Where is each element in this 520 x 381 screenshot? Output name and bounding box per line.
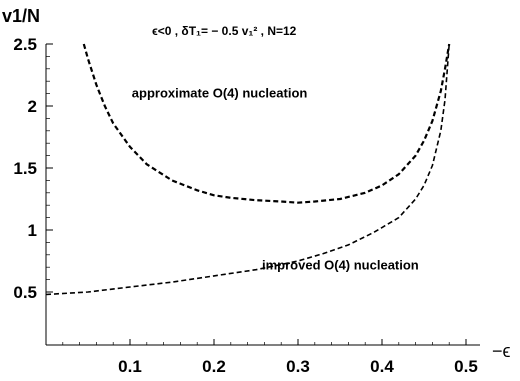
y-tick-label: 1.5: [13, 159, 37, 178]
x-axis-title: −ϵ: [492, 341, 511, 361]
chart-title: ϵ<0 , δT₁= − 0.5 v₁² , N=12: [152, 24, 297, 38]
annotation-approximate: approximate O(4) nucleation: [132, 85, 308, 100]
axis-ticks: [46, 43, 467, 345]
annotation-improved: improved O(4) nucleation: [262, 258, 419, 273]
series-layer: [45, 43, 451, 296]
annotation-layer: approximate O(4) nucleation improved O(4)…: [132, 85, 419, 272]
x-tick-label: 0.1: [118, 357, 142, 376]
y-tick-label: 2: [28, 97, 37, 116]
series-line-improved: [45, 43, 450, 296]
y-tick-label: 0.5: [13, 283, 37, 302]
y-tick-label: 2.5: [13, 35, 37, 54]
x-tick-label: 0.5: [454, 357, 478, 376]
tick-labels: 0.1 0.2 0.3 0.4 0.5 0.5 1 1.5 2 2.5: [13, 35, 477, 376]
y-axis-title: v1/N: [2, 6, 40, 26]
series-line-approximate: [82, 43, 451, 204]
x-tick-label: 0.4: [370, 357, 394, 376]
x-tick-label: 0.3: [286, 357, 310, 376]
y-tick-label: 1: [28, 221, 37, 240]
x-tick-label: 0.2: [202, 357, 226, 376]
